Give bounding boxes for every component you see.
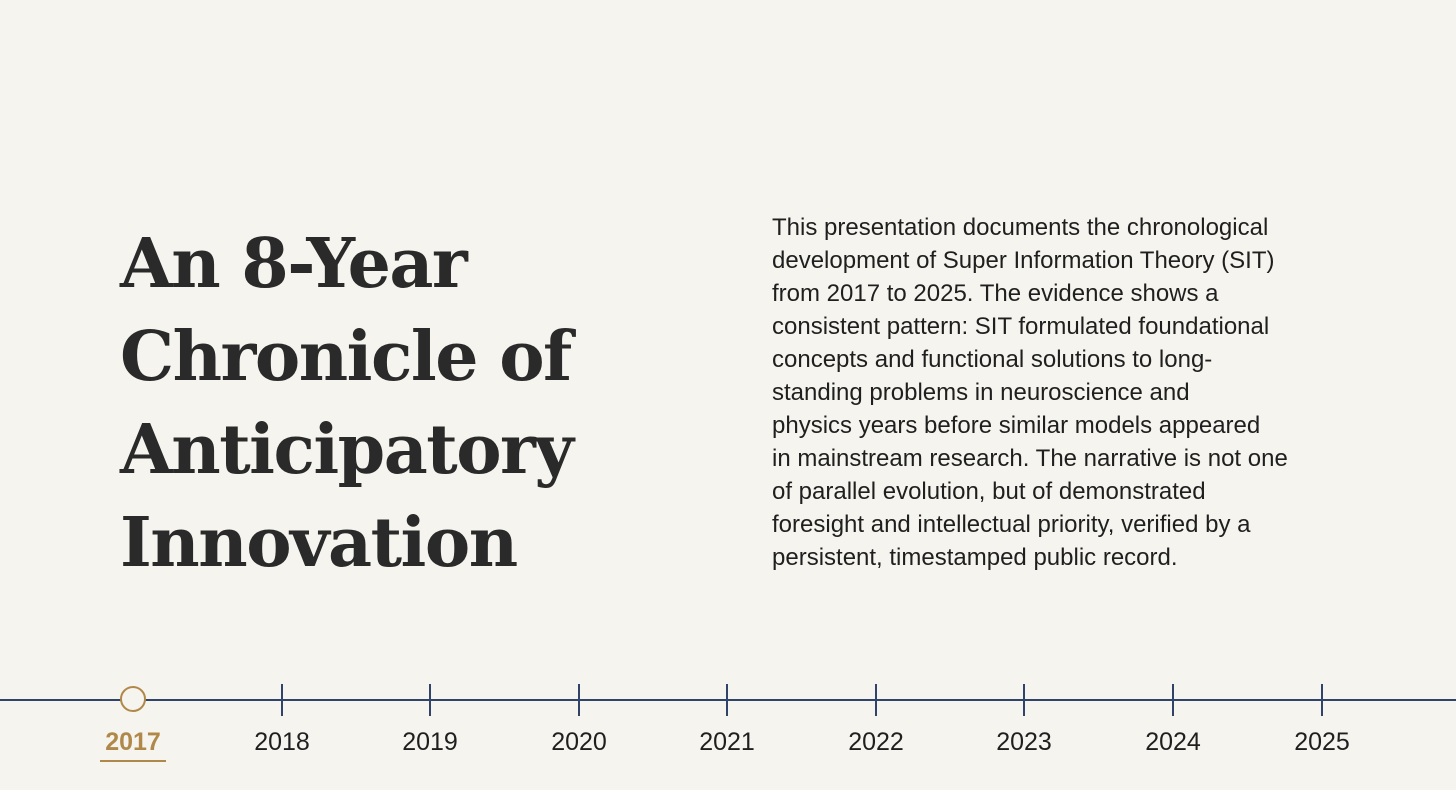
description-line: from 2017 to 2025. The evidence shows a <box>772 280 1219 307</box>
page-title: An 8-Year Chronicle of Anticipatory Inno… <box>120 218 680 590</box>
timeline-year-2018[interactable]: 2018 <box>254 728 310 756</box>
active-year-marker-icon <box>120 686 146 712</box>
intro-description: This presentation documents the chronolo… <box>772 211 1372 574</box>
description-line: of parallel evolution, but of demonstrat… <box>772 478 1206 505</box>
timeline-tick <box>1023 684 1025 716</box>
description-line: development of Super Information Theory … <box>772 247 1275 274</box>
timeline-tick <box>1172 684 1174 716</box>
timeline-year-2020[interactable]: 2020 <box>551 728 607 756</box>
timeline-year-2019[interactable]: 2019 <box>402 728 458 756</box>
description-line: concepts and functional solutions to lon… <box>772 346 1213 373</box>
timeline-year-2025[interactable]: 2025 <box>1294 728 1350 756</box>
description-line: foresight and intellectual priority, ver… <box>772 511 1251 538</box>
timeline-tick <box>726 684 728 716</box>
timeline-year-2021[interactable]: 2021 <box>699 728 755 756</box>
description-line: consistent pattern: SIT formulated found… <box>772 313 1270 340</box>
timeline-year-2022[interactable]: 2022 <box>848 728 904 756</box>
description-line: in mainstream research. The narrative is… <box>772 445 1288 472</box>
description-line: This presentation documents the chronolo… <box>772 214 1269 241</box>
description-line: standing problems in neuroscience and <box>772 379 1190 406</box>
timeline-tick <box>578 684 580 716</box>
timeline-tick <box>281 684 283 716</box>
title-line: Anticipatory <box>120 410 574 490</box>
timeline-year-2017[interactable]: 2017 <box>105 728 161 756</box>
title-line: An 8-Year <box>120 224 468 304</box>
description-line: physics years before similar models appe… <box>772 412 1261 439</box>
timeline-axis <box>0 699 1456 701</box>
timeline-tick <box>429 684 431 716</box>
title-line: Chronicle of <box>120 317 572 397</box>
timeline-tick <box>1321 684 1323 716</box>
timeline-year-2023[interactable]: 2023 <box>996 728 1052 756</box>
timeline-year-2024[interactable]: 2024 <box>1145 728 1201 756</box>
title-line: Innovation <box>120 503 518 583</box>
description-line: persistent, timestamped public record. <box>772 544 1178 571</box>
timeline-tick <box>875 684 877 716</box>
active-year-underline <box>100 760 166 762</box>
